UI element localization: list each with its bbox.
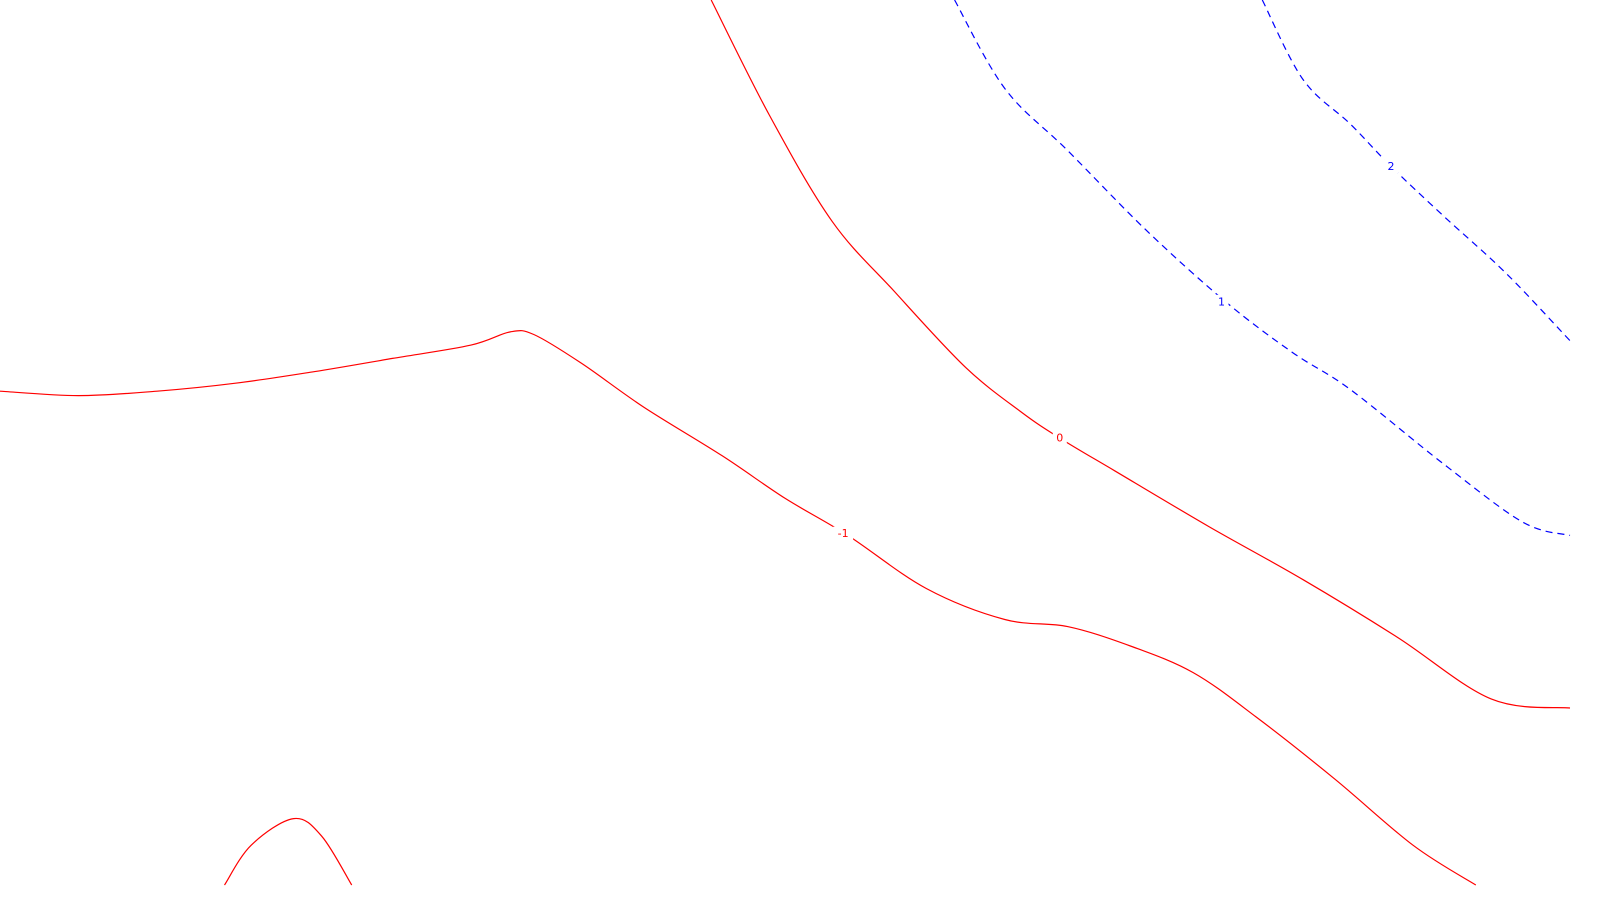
contour-label-bg: [833, 526, 854, 541]
contour-line-level-0-2-0: [710, 0, 1571, 709]
contour-line-level-neg1-1-0: [224, 817, 353, 886]
contour-label-0: 0: [1056, 432, 1063, 445]
contour-labels: -1 0 1 2: [833, 159, 1398, 541]
contour-line-level-2-4-0: [1261, 0, 1571, 342]
contour-line-level-1-3-0: [954, 0, 1571, 536]
contour-line-level-neg1-0-0: [0, 329, 1477, 886]
contour-lines: [0, 0, 1571, 886]
contour-label-bg: [1384, 159, 1398, 174]
contour-label-1: 1: [1218, 295, 1225, 308]
contour-label-neg1: -1: [838, 527, 849, 540]
contour-label-2: 2: [1388, 160, 1395, 173]
contour-label-bg: [1214, 294, 1229, 309]
contour-label-bg: [1052, 431, 1067, 446]
